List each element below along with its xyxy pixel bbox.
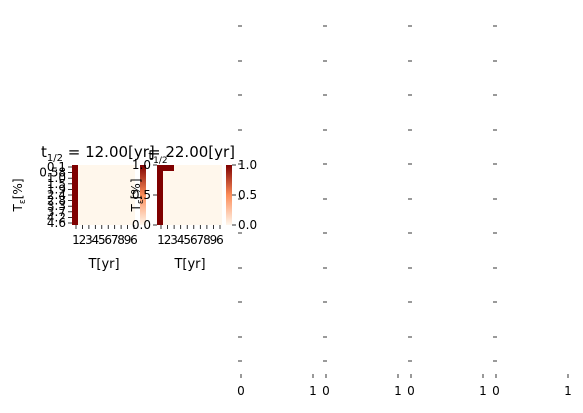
- heatmap-1-xtick-label: 2: [79, 233, 87, 247]
- empty-axis-xtick-label: 0: [322, 384, 330, 398]
- empty-axis-xtick-label: 1: [394, 384, 402, 398]
- empty-axis-xtick-label: 1: [564, 384, 572, 398]
- heatmap-2-hot-column: [157, 165, 163, 225]
- heatmap-1-title: t1/2 = 12.00[yr]: [41, 143, 155, 164]
- heatmap-1-ytick-label: 0.1: [47, 160, 66, 174]
- heatmap-1-ytick-label: 0.58: [39, 166, 66, 180]
- heatmap-1-ytick-label: 1.9: [47, 182, 66, 196]
- heatmap-1-colorbar: [140, 165, 146, 225]
- heatmap-1-ytick-label: 2.8: [47, 194, 66, 208]
- heatmap-1-xtick-label: 5: [98, 233, 106, 247]
- heatmap-1-xtick-label: 3: [85, 233, 93, 247]
- heatmap-1-ytick-label: 1.0: [47, 171, 66, 185]
- heatmap-1-xtick-label: 1: [72, 233, 80, 247]
- heatmap-2-xtick-label: 6: [190, 233, 198, 247]
- heatmap-1-xtick-label: 6: [130, 233, 138, 247]
- heatmap-2-xtick-label: 2: [164, 233, 172, 247]
- empty-axis-xtick-label: 0: [237, 384, 245, 398]
- heatmap-1-ytick-label: 1.5: [47, 177, 66, 191]
- heatmap-2-title: = 22.00[yr]: [148, 143, 235, 161]
- heatmap-2-ytick-label: 0.0: [132, 218, 151, 232]
- heatmap-2-xtick-label: 3: [170, 233, 178, 247]
- heatmap-1-ytick-label: 4.2: [47, 210, 66, 224]
- heatmap-1-ytick-label: 2.4: [47, 188, 66, 202]
- heatmap-2-colorbar-ticks: 0.0 0.5 1.0: [232, 158, 257, 232]
- heatmap-2-xlabel: T[yr]: [173, 257, 205, 272]
- empty-axis-xtick-label: 0: [407, 384, 415, 398]
- heatmap-2-xtick-label: 5: [183, 233, 191, 247]
- heatmap-2-background: [157, 165, 222, 225]
- heatmap-2-xtick-label: 6: [216, 233, 224, 247]
- heatmap-2-colorbar-tick-label: 1.0: [238, 158, 257, 172]
- empty-axis-xtick-label: 1: [479, 384, 487, 398]
- heatmap-2-xtick-label: 1: [157, 233, 165, 247]
- heatmap-1-xtick-label: 7: [111, 233, 119, 247]
- heatmap-1-ytick-label: 3.3: [47, 199, 66, 213]
- heatmap-2-xtick-label: 8: [203, 233, 211, 247]
- heatmap-2-ylabel: Tε[%]: [129, 179, 146, 213]
- heatmap-1-xlabel: T[yr]: [87, 257, 119, 272]
- heatmap-2-xtick-label: 9: [210, 233, 218, 247]
- heatmap-2-colorbar-tick-label: 0.0: [238, 218, 257, 232]
- heatmap-1-hot-column: [72, 165, 78, 225]
- heatmap-1-colorbar-label: t1/2: [148, 149, 167, 166]
- heatmap-1-ytick-label: 4.6: [47, 216, 66, 230]
- empty-axis-xtick-label: 1: [309, 384, 317, 398]
- heatmap-1-ytick-label: 3.7: [47, 205, 66, 219]
- heatmap-1-xtick-label: 9: [124, 233, 132, 247]
- heatmap-2-xtick-label: 7: [197, 233, 205, 247]
- heatmap-1-background: [72, 165, 135, 225]
- heatmap-2-ytick-label: 1.0: [132, 158, 151, 172]
- heatmap-2-xtick-label: 4: [177, 233, 185, 247]
- heatmap-1-xtick-label: 4: [92, 233, 100, 247]
- empty-axis-xtick-label: 0: [492, 384, 500, 398]
- heatmap-1: t1/2 = 12.00[yr] 0.10.581.01.51.92.42.83…: [11, 143, 168, 272]
- heatmap-2-colorbar-tick-label: 0.5: [238, 188, 257, 202]
- heatmap-2-colorbar: [226, 165, 232, 225]
- heatmap-2-yticks: 0.0 0.5 1.0: [132, 158, 157, 232]
- heatmap-1-xtick-label: 6: [104, 233, 112, 247]
- heatmap-2-ytick-label: 0.5: [132, 188, 151, 202]
- heatmap-1-ylabel: Tε[%]: [11, 179, 28, 213]
- heatmap-2-hot-row: [157, 165, 174, 171]
- heatmap-1-xtick-label: 8: [117, 233, 125, 247]
- heatmap-1-yticks: 0.10.581.01.51.92.42.83.33.74.24.6: [39, 160, 72, 230]
